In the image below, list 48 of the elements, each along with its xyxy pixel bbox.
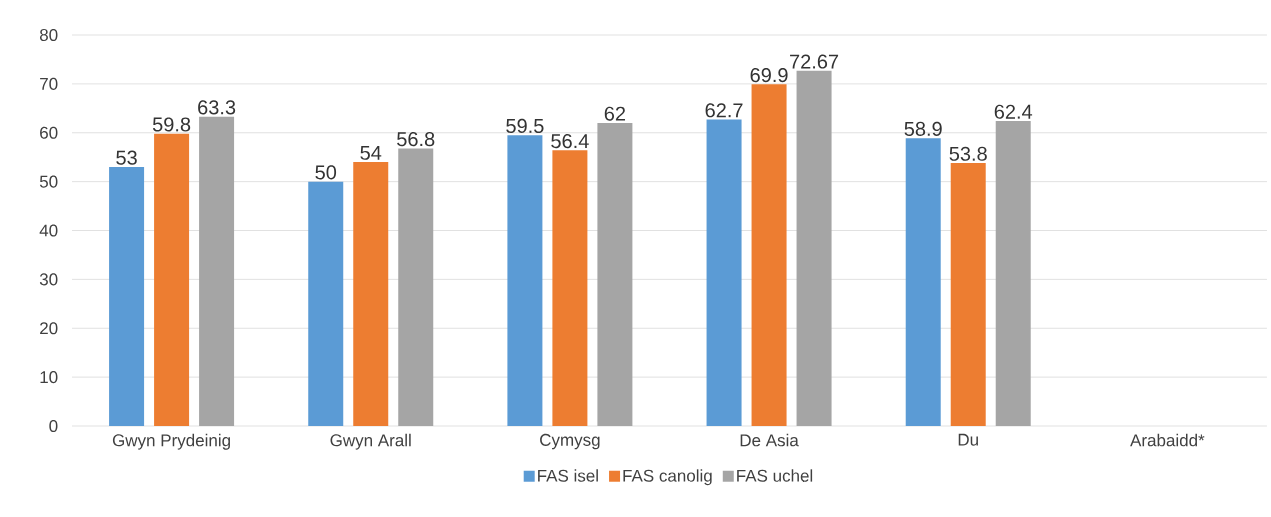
bar: [353, 162, 389, 426]
bar: [308, 181, 344, 426]
data-label: 59.8: [152, 117, 191, 132]
data-label: 54: [360, 145, 382, 160]
y-tick-label: 40: [39, 224, 58, 237]
bar: [751, 84, 787, 426]
x-tick-label: Arabaidd*: [1130, 433, 1205, 447]
y-tick-label: 70: [40, 77, 58, 90]
bar: [597, 122, 633, 426]
data-label: 50: [315, 165, 337, 180]
x-tick-label: Gwyn Arall: [330, 433, 411, 450]
bar: [507, 135, 543, 426]
bar: [905, 138, 941, 426]
data-label: 53.8: [949, 146, 987, 161]
legend-label: FAS uchel: [737, 469, 813, 482]
data-label: 62: [604, 106, 626, 121]
bar: [154, 133, 190, 426]
legend-label: FAS canolig: [623, 469, 712, 486]
bar: [552, 150, 588, 426]
data-label: 58.9: [904, 121, 942, 136]
bar: [398, 148, 434, 426]
data-label: 62.7: [705, 103, 743, 118]
bar: [199, 116, 235, 426]
y-tick-label: 80: [39, 28, 58, 42]
y-tick-label: 0: [49, 419, 58, 433]
x-tick-label: De Asia: [740, 433, 799, 447]
legend-label: FAS isel: [538, 469, 598, 482]
data-label: 69.9: [750, 68, 788, 83]
y-tick-label: 50: [39, 175, 58, 188]
y-tick-label: 10: [40, 371, 58, 384]
bar: [109, 166, 145, 426]
x-tick-label: Cymysg: [540, 433, 600, 450]
x-tick-label: Gwyn Prydeinig: [112, 433, 230, 450]
bar: [995, 121, 1031, 426]
data-label: 56.8: [397, 132, 435, 147]
bar: [950, 163, 986, 426]
data-label: 56.4: [551, 133, 589, 149]
data-label: 72.67: [790, 54, 839, 69]
bar: [796, 70, 832, 426]
data-label: 59.5: [506, 118, 544, 133]
x-tick-label: Du: [958, 433, 978, 446]
y-tick-label: 20: [40, 322, 58, 335]
data-label: 63.3: [198, 100, 236, 115]
data-label: 53: [116, 150, 137, 165]
data-label: 62.4: [994, 104, 1033, 119]
bar: [706, 119, 742, 426]
y-tick-label: 60: [40, 126, 58, 139]
y-tick-label: 30: [39, 273, 58, 286]
